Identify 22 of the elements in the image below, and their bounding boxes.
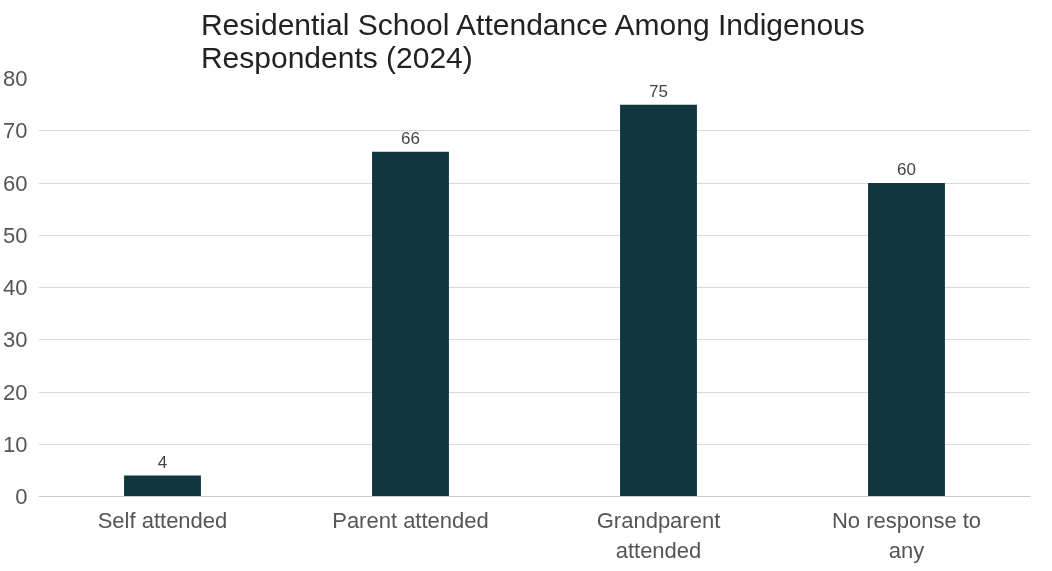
y-tick-label: 50: [3, 222, 28, 248]
y-tick-label: 70: [3, 118, 28, 144]
bar: [124, 475, 201, 497]
bar: [372, 151, 449, 497]
data-label: 75: [649, 81, 668, 101]
x-tick-label: Self attended: [97, 507, 228, 533]
chart-title: Residential School Attendance Among Indigenous Respondents (2024): [200, 7, 865, 74]
y-tick-label: 0: [15, 484, 28, 509]
y-tick-label: 60: [3, 170, 28, 196]
x-tick-label: Parent attended: [332, 507, 489, 533]
bar: [868, 183, 945, 497]
y-tick-label: 40: [3, 275, 28, 300]
bar: [620, 104, 697, 497]
y-tick-label: 20: [3, 379, 28, 405]
y-tick-label: 30: [3, 327, 28, 353]
data-label: 66: [401, 128, 420, 148]
data-label: 4: [157, 452, 168, 472]
data-label: 60: [897, 160, 916, 179]
x-tick-label: No response to any: [831, 507, 982, 563]
y-tick-label: 80: [3, 66, 28, 91]
y-tick-label: 10: [3, 431, 28, 457]
x-tick-label: Grandparent attended: [596, 507, 721, 563]
